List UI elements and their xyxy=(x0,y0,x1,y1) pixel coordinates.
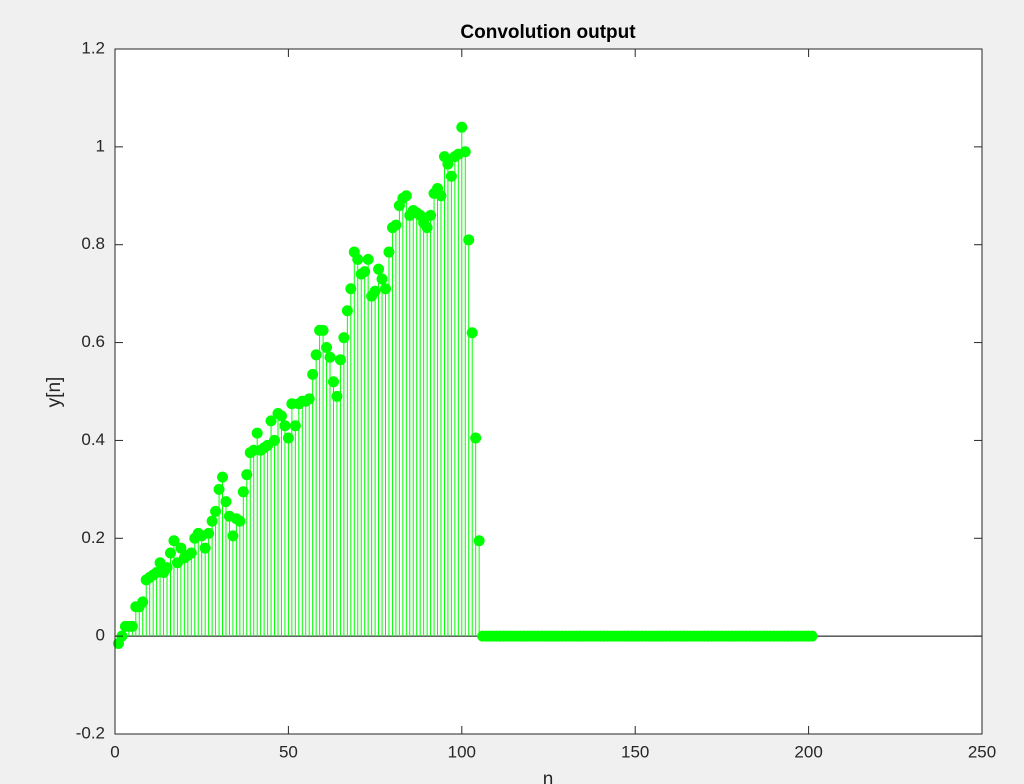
stem-marker xyxy=(185,547,197,559)
chart-title: Convolution output xyxy=(460,22,636,43)
y-tick-label: 0.2 xyxy=(81,528,105,547)
stem-marker xyxy=(345,283,357,295)
x-tick-label: 0 xyxy=(110,742,119,761)
stem-marker xyxy=(217,471,229,483)
stem-marker xyxy=(341,305,353,317)
stem-marker xyxy=(206,515,218,527)
y-tick-label: 0 xyxy=(96,626,105,645)
stem-marker xyxy=(463,234,475,246)
stem-marker xyxy=(310,349,322,361)
y-tick-label: 0.6 xyxy=(81,332,105,351)
stem-marker xyxy=(421,222,433,234)
axes-box xyxy=(114,48,983,735)
stem-marker xyxy=(126,620,138,632)
y-axis-label: y[n] xyxy=(44,377,65,408)
stem-marker xyxy=(175,542,187,554)
stem-marker xyxy=(307,368,319,380)
stem-marker xyxy=(203,527,215,539)
stem-marker xyxy=(220,496,232,508)
stem-marker xyxy=(390,219,402,231)
x-tick-label: 250 xyxy=(968,742,996,761)
stem-marker xyxy=(161,562,173,574)
stem-marker xyxy=(334,354,346,366)
x-tick-label: 50 xyxy=(279,742,298,761)
stem-marker xyxy=(456,121,468,133)
stem-marker xyxy=(265,415,277,427)
stem-marker xyxy=(362,253,374,265)
x-tick-label: 100 xyxy=(448,742,476,761)
x-axis-label: n xyxy=(543,769,554,784)
stem-marker xyxy=(459,146,471,158)
x-tick-label: 200 xyxy=(794,742,822,761)
stem-marker xyxy=(237,486,249,498)
stem-marker xyxy=(210,505,222,517)
stem-marker xyxy=(380,283,392,295)
stem-marker xyxy=(445,170,457,182)
stem-marker xyxy=(269,434,281,446)
stem-marker xyxy=(324,351,336,363)
stem-marker xyxy=(317,324,329,336)
stem-marker xyxy=(359,266,371,278)
stem-marker xyxy=(289,420,301,432)
stem-marker xyxy=(473,535,485,547)
stem-marker xyxy=(241,469,253,481)
stem-marker xyxy=(383,246,395,258)
stem-marker xyxy=(164,547,176,559)
y-tick-label: -0.2 xyxy=(76,723,105,742)
stem-marker xyxy=(376,273,388,285)
stem-marker xyxy=(327,376,339,388)
y-tick-label: 0.8 xyxy=(81,234,105,253)
stem-marker xyxy=(425,209,437,221)
stem-marker xyxy=(213,483,225,495)
y-tick-label: 1 xyxy=(96,136,105,155)
stem-marker xyxy=(442,158,454,170)
stem-marker xyxy=(303,393,315,405)
stem-marker xyxy=(331,390,343,402)
x-tick-label: 150 xyxy=(621,742,649,761)
stem-marker xyxy=(400,190,412,202)
plot-area xyxy=(115,49,982,734)
stem-marker xyxy=(806,630,818,642)
stem-marker xyxy=(435,190,447,202)
y-tick-label: 0.4 xyxy=(81,430,105,449)
stem-marker xyxy=(279,420,291,432)
stem-marker xyxy=(227,530,239,542)
stem-marker xyxy=(338,332,350,344)
stem-marker xyxy=(275,410,287,422)
stem-marker xyxy=(369,285,381,297)
stem-marker xyxy=(251,427,263,439)
stem-marker xyxy=(282,432,294,444)
stem-marker xyxy=(137,596,149,608)
stem-marker xyxy=(373,263,385,275)
y-tick-label: 1.2 xyxy=(81,38,105,57)
stem-marker xyxy=(466,327,478,339)
stem-marker xyxy=(199,542,211,554)
stem-marker xyxy=(352,253,364,265)
stem-marker xyxy=(168,535,180,547)
stem-marker xyxy=(321,341,333,353)
stem-marker xyxy=(470,432,482,444)
stem-marker xyxy=(234,515,246,527)
